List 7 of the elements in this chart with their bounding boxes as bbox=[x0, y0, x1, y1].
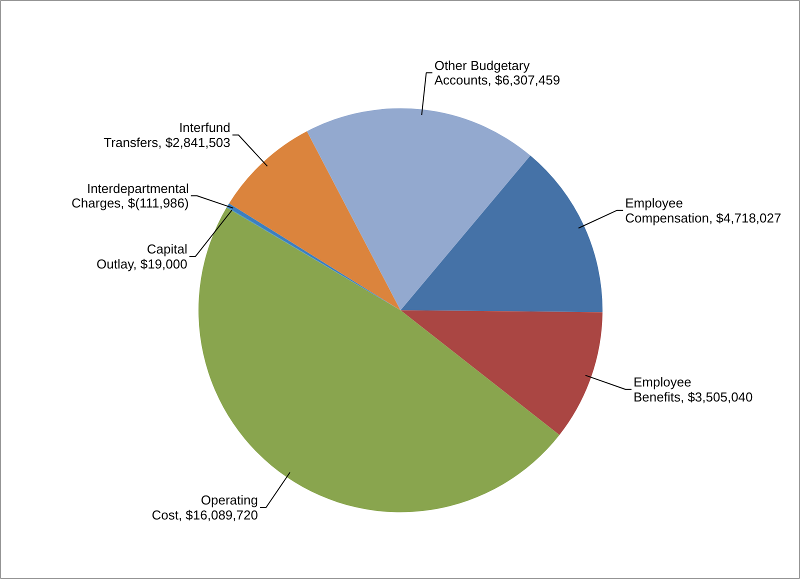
slice-label: Operating Cost, $16,089,720 bbox=[152, 492, 258, 522]
slice-label: Interfund Transfers, $2,841,503 bbox=[104, 120, 230, 150]
slice-label: Interdepartmental Charges, $(111,986) bbox=[72, 180, 189, 211]
slice-label: Employee Benefits, $3,505,040 bbox=[634, 374, 753, 404]
slice-label: Capital Outlay, $19,000 bbox=[96, 242, 188, 272]
slice-label: Other Budgetary Accounts, $6,307,459 bbox=[434, 58, 560, 88]
slice-label: Employee Compensation, $4,718,027 bbox=[625, 195, 782, 226]
